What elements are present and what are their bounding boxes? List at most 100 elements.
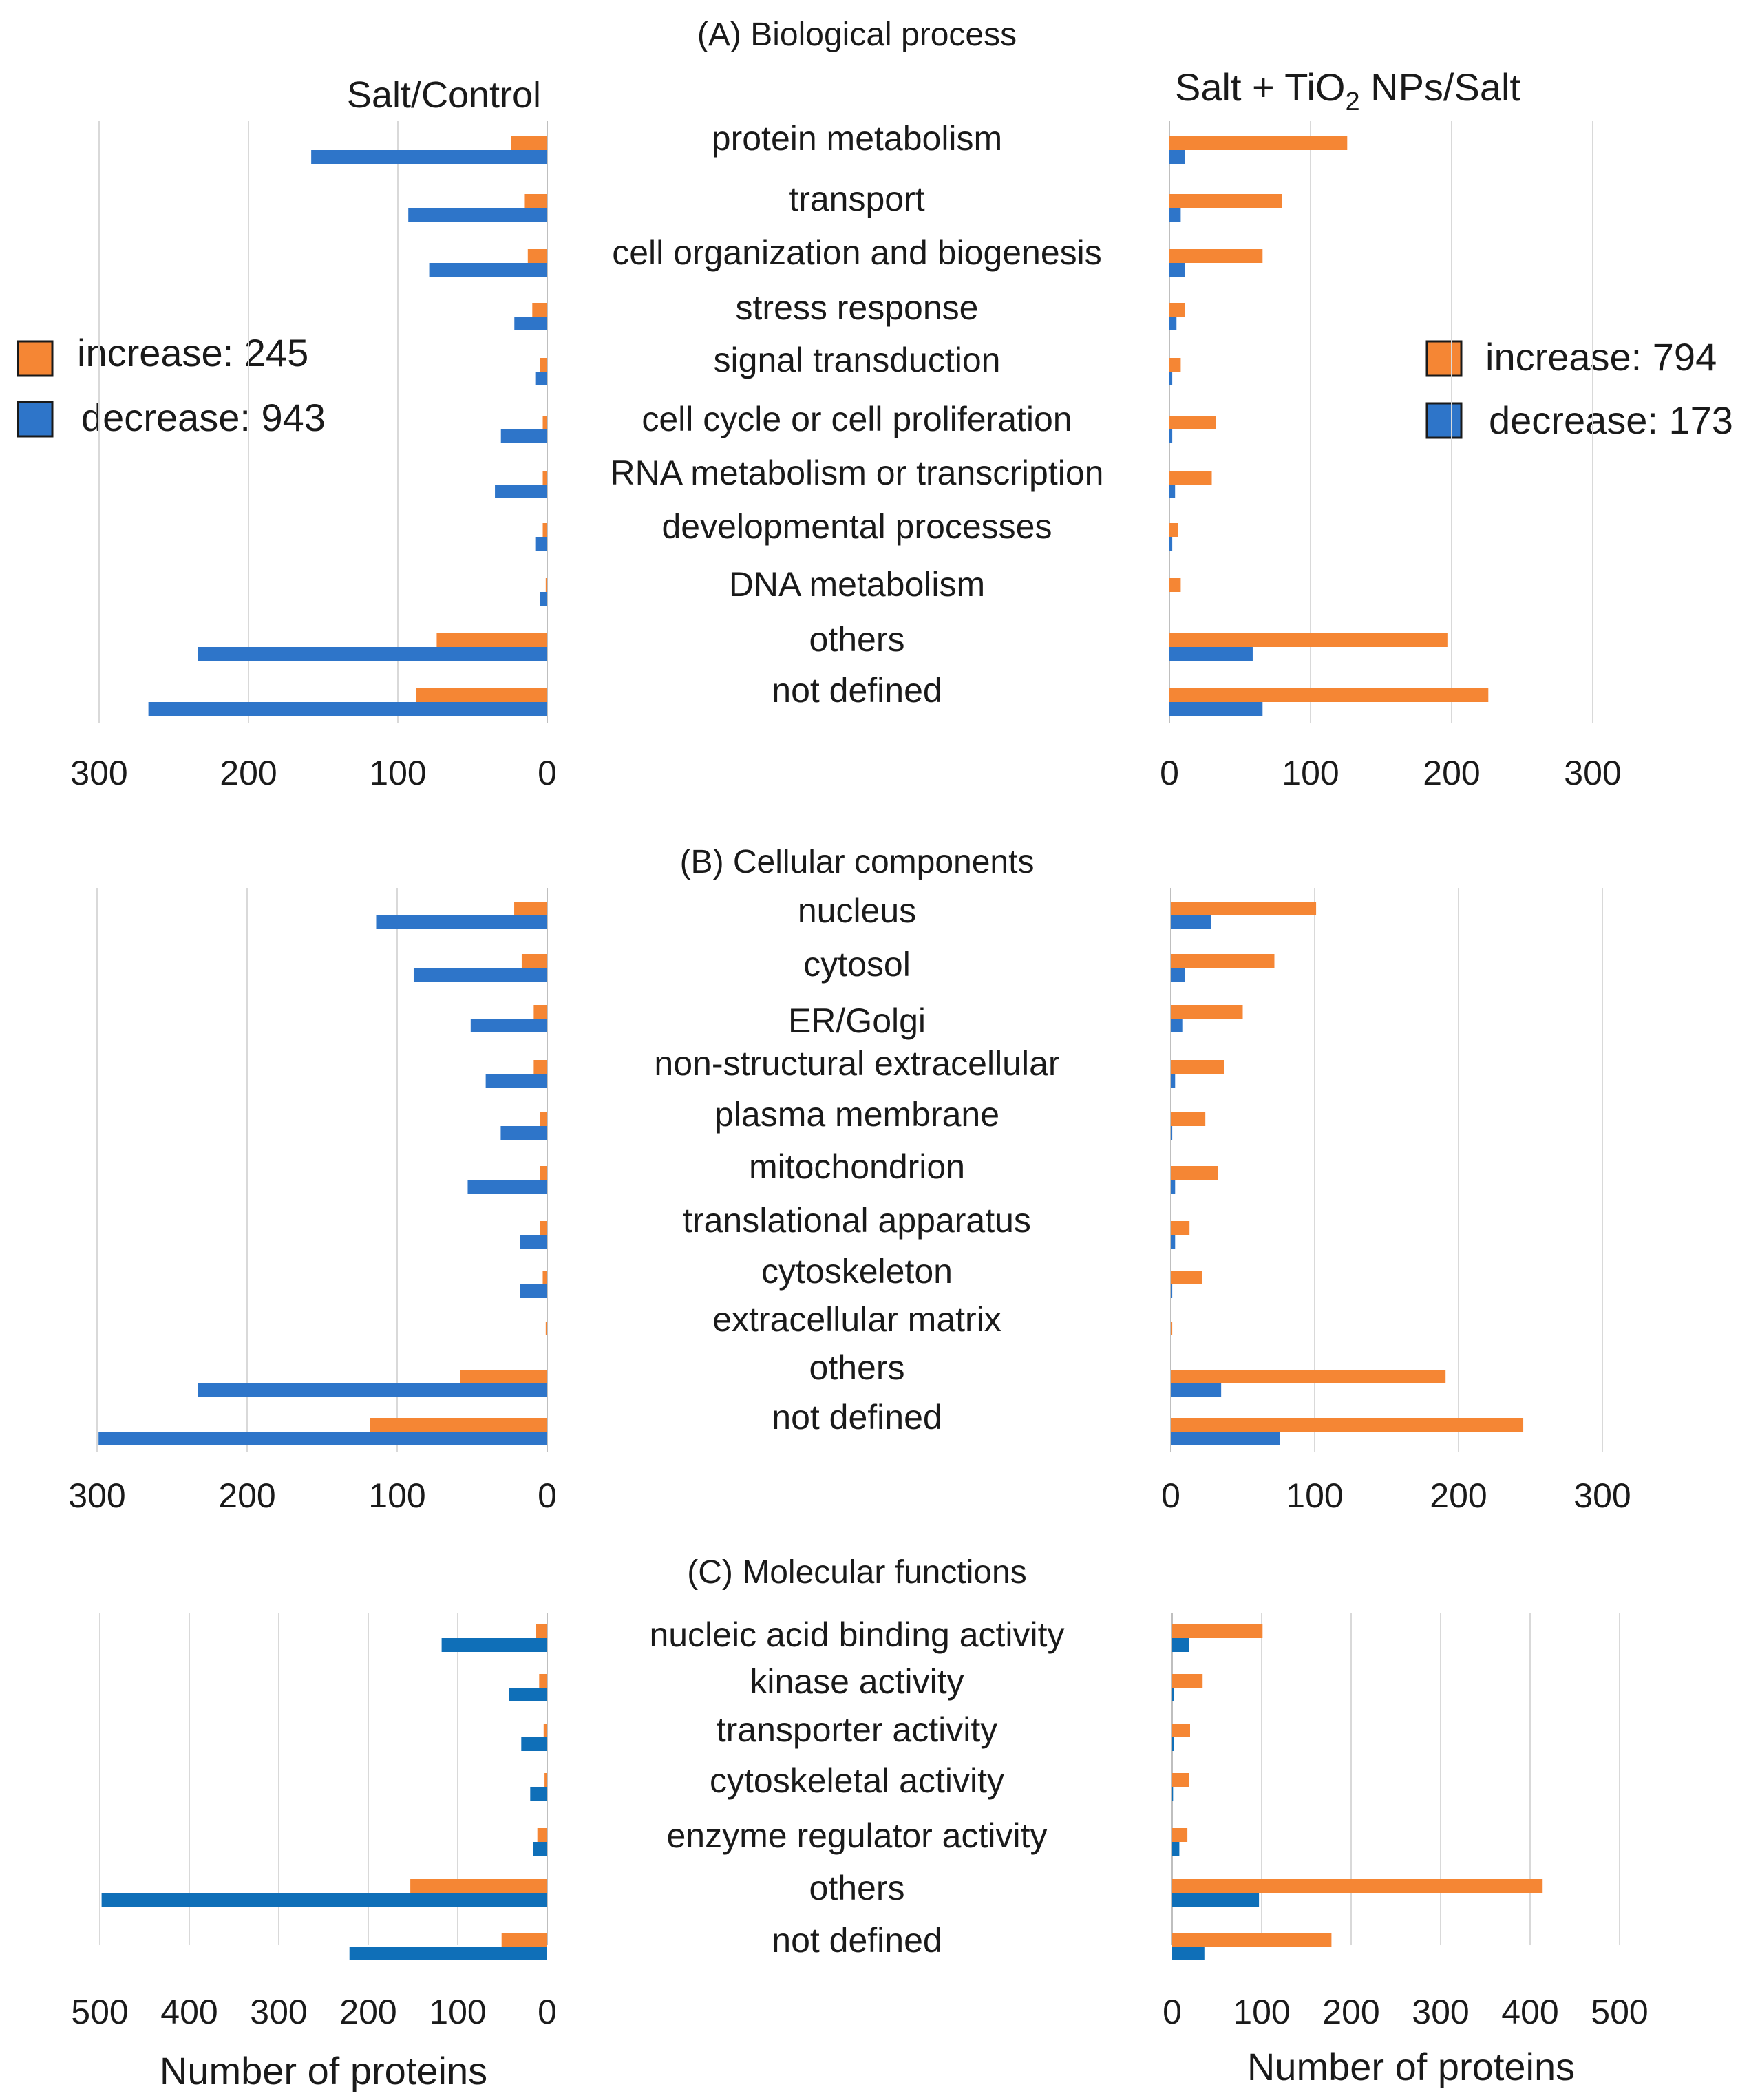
bar-left-decrease (408, 208, 547, 222)
bar-left-increase (545, 1322, 547, 1335)
bar-right-increase (1169, 523, 1178, 537)
category-label: nucleic acid binding activity (649, 1615, 1064, 1654)
section-a-panels: 300 200 100 0 0 100 200 300 protein metabolism tr… (70, 119, 1621, 792)
bar-right-increase (1169, 358, 1181, 372)
category-label: mitochondrion (749, 1147, 965, 1186)
bar-left-decrease (349, 1947, 547, 1960)
bar-left-increase (501, 1933, 547, 1947)
bar-left-increase (542, 471, 547, 485)
legend-right-decrease-label: decrease: 173 (1489, 399, 1733, 442)
bar-left-decrease (429, 263, 547, 277)
category-label: cell organization and biogenesis (612, 233, 1102, 272)
bar-left-decrease (198, 1383, 547, 1397)
bar-right-decrease (1169, 317, 1177, 330)
bar-left-increase (521, 954, 547, 968)
bar-right-decrease (1171, 915, 1211, 929)
bar-right-decrease (1171, 968, 1185, 982)
bar-right-increase (1172, 1773, 1189, 1787)
bar-right-increase (1172, 1879, 1543, 1893)
category-label: cytoskeleton (761, 1252, 953, 1291)
bar-left-increase (540, 1166, 547, 1180)
category-label: enzyme regulator activity (666, 1816, 1047, 1855)
bar-left-increase (537, 1828, 547, 1842)
bar-left-increase (511, 136, 547, 150)
bar-right-decrease (1169, 537, 1173, 551)
legend-right-increase-label: increase: 794 (1485, 335, 1717, 379)
bar-right-increase (1172, 1724, 1190, 1737)
bar-left-decrease (198, 647, 547, 661)
bar-right-increase (1171, 1271, 1202, 1284)
bar-right-decrease (1172, 1638, 1189, 1652)
left-tick-label: 0 (538, 1993, 557, 2031)
bar-right-decrease (1172, 1787, 1174, 1801)
right-tick-label: 200 (1430, 1476, 1487, 1515)
right-header-prefix: Salt + TiO (1175, 65, 1345, 109)
right-tick-label: 300 (1412, 1993, 1469, 2031)
bar-right-increase (1169, 303, 1185, 317)
legend-right-increase-swatch (1425, 340, 1463, 377)
bar-right-decrease (1171, 1074, 1176, 1088)
category-label: protein metabolism (712, 119, 1002, 158)
left-panel-header: Salt/Control (347, 74, 541, 116)
right-tick-label: 200 (1322, 1993, 1379, 2031)
bar-right-increase (1171, 954, 1275, 968)
bar-right-increase (1171, 1221, 1190, 1235)
category-label: cytosol (803, 945, 911, 984)
right-header-subscript: 2 (1345, 87, 1359, 116)
legend-right-decrease-swatch (1425, 402, 1463, 439)
bar-right-increase (1169, 578, 1181, 592)
bar-right-decrease (1169, 702, 1263, 716)
bar-left-decrease (485, 1074, 547, 1088)
left-tick-label: 100 (369, 754, 426, 792)
bar-left-decrease (500, 1126, 547, 1140)
left-tick-label: 200 (218, 1476, 275, 1515)
xlabel-left: Number of proteins (160, 2049, 487, 2092)
left-tick-label: 200 (220, 754, 277, 792)
bar-left-decrease (441, 1638, 547, 1652)
category-label: transporter activity (717, 1710, 997, 1749)
section-c-title: (C) Molecular functions (687, 1554, 1027, 1591)
bar-right-decrease (1172, 1842, 1180, 1856)
bar-left-decrease (413, 968, 547, 982)
bar-left-decrease (500, 429, 547, 443)
category-label: developmental processes (662, 507, 1052, 546)
category-label: others (809, 620, 905, 659)
legend-left-decrease-swatch (17, 401, 54, 438)
bar-left-decrease (520, 1284, 547, 1298)
bar-right-decrease (1172, 1893, 1260, 1907)
bar-right-increase (1171, 902, 1317, 915)
bar-right-increase (1172, 1674, 1203, 1688)
bar-left-increase (436, 633, 547, 647)
right-tick-label: 100 (1282, 754, 1339, 792)
left-tick-label: 300 (250, 1993, 307, 2031)
legend-left-increase-label: increase: 245 (77, 331, 308, 374)
right-header-suffix: NPs/Salt (1360, 65, 1521, 109)
bar-left-decrease (514, 317, 547, 330)
bar-left-decrease (311, 150, 547, 164)
category-label: transport (789, 180, 924, 218)
bar-left-increase (533, 1060, 547, 1074)
bar-right-decrease (1171, 1432, 1280, 1445)
bar-right-increase (1169, 194, 1282, 208)
left-tick-label: 0 (538, 1476, 557, 1515)
bar-right-decrease (1171, 1284, 1173, 1298)
bar-left-increase (514, 902, 547, 915)
bar-left-increase (527, 249, 547, 263)
bar-right-decrease (1172, 1737, 1174, 1751)
section-b-panels: 300 200 100 0 0 100 200 300 nucleus cytosol ER/Gol… (68, 888, 1631, 1515)
bar-right-decrease (1171, 1019, 1183, 1032)
bar-right-increase (1172, 1624, 1263, 1638)
bar-right-increase (1171, 1418, 1524, 1432)
bar-left-increase (410, 1879, 547, 1893)
section-c-panels: 500 400 300 200 100 0 0 100 200 300 400 500 nucleic … (71, 1613, 1648, 2031)
category-label: not defined (772, 671, 942, 710)
bar-right-decrease (1169, 372, 1173, 385)
bar-left-decrease (495, 485, 547, 498)
xlabel-right: Number of proteins (1247, 2045, 1575, 2088)
right-tick-label: 0 (1161, 1476, 1180, 1515)
bar-right-increase (1169, 471, 1212, 485)
bar-left-increase (532, 303, 547, 317)
bar-right-increase (1171, 1370, 1446, 1383)
bar-right-increase (1169, 633, 1448, 647)
